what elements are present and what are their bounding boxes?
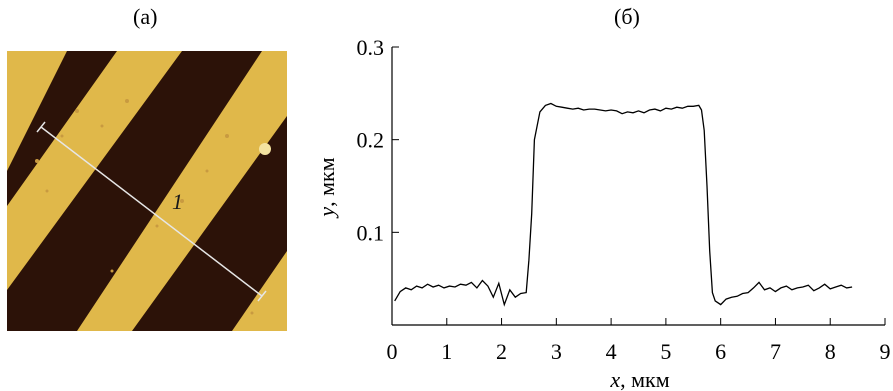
profile-line [40,126,263,297]
x-tick-label: 4 [606,339,617,364]
afm-dark-stripe-main [7,51,262,331]
x-tick-label: 6 [715,339,726,364]
x-tick-label: 7 [770,339,781,364]
afm-particles [35,99,254,315]
y-axis-label: y, мкм [314,157,339,218]
x-tick-label: 8 [825,339,836,364]
y-tick-label: 0.2 [357,128,385,153]
x-tick-label: 2 [496,339,507,364]
y-tick-label: 0.3 [357,35,385,60]
afm-dark-stripe-upper [7,51,117,206]
profile-line-cap-end [257,290,267,302]
panel-b-label: (б) [614,4,640,29]
afm-dark-stripe-lower [132,116,287,331]
profile-line-cap-start [36,121,46,133]
profile-line-label: 1 [172,189,183,214]
chart-ticks: 0 1 2 3 4 5 6 7 8 9 0.1 0.2 0.3 [357,35,891,364]
y-tick-label: 0.1 [357,220,385,245]
x-tick-label: 5 [660,339,671,364]
panel-a-label: (а) [133,4,158,29]
height-profile-line [394,102,853,307]
afm-image: 1 [7,51,287,331]
x-axis-label: x, мкм [609,367,669,391]
x-tick-label: 0 [387,339,398,364]
x-tick-label: 1 [441,339,452,364]
chart-axes [391,47,885,326]
afm-bright-particle [259,143,271,155]
x-tick-label: 9 [880,339,891,364]
x-tick-label: 3 [551,339,562,364]
